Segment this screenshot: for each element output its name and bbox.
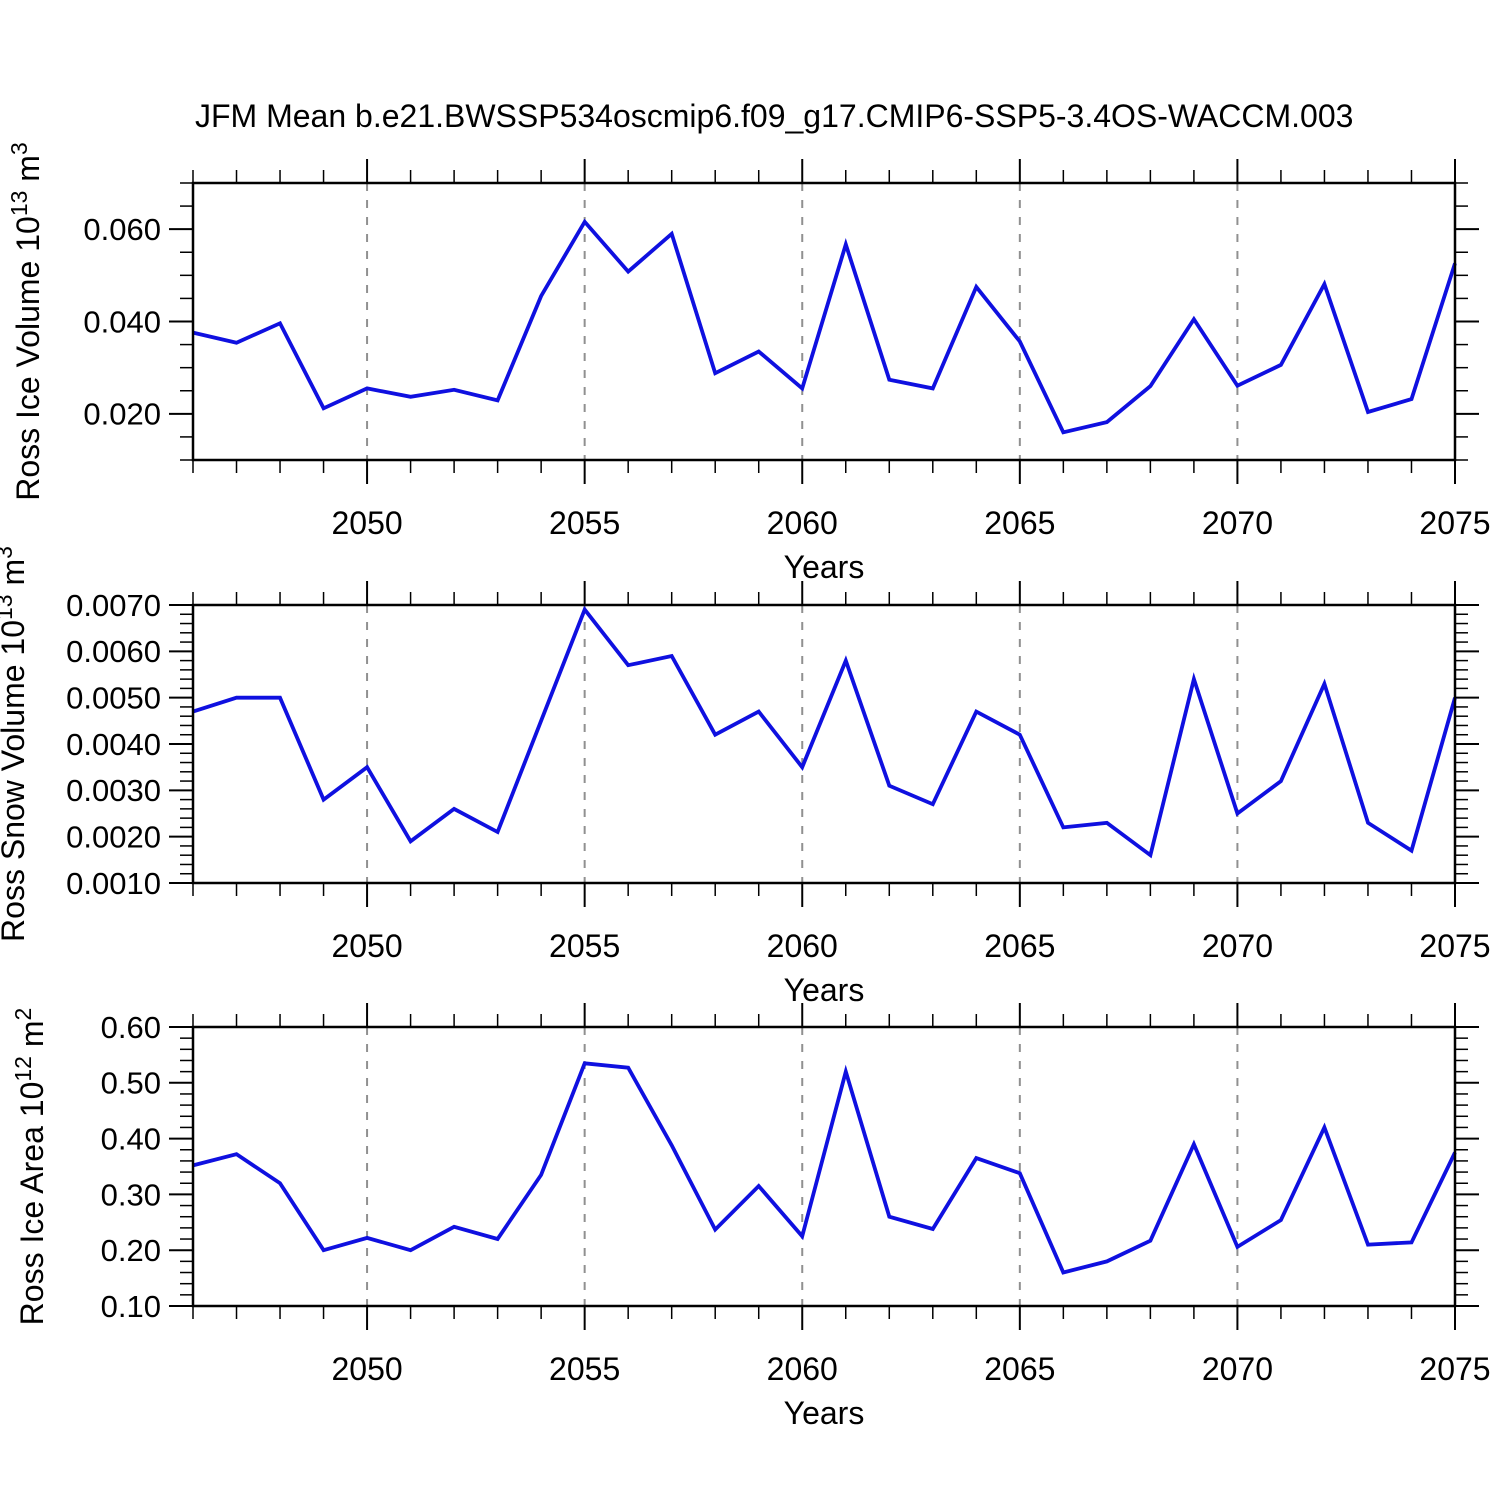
x-tick-label: 2070 bbox=[1202, 928, 1273, 964]
data-line-series bbox=[192, 605, 1457, 859]
x-tick-label: 2065 bbox=[984, 1351, 1055, 1387]
x-tick-label: 2055 bbox=[549, 928, 620, 964]
data-line-series bbox=[192, 1061, 1457, 1275]
y-axis-title: Ross Ice Area 1012 m2 bbox=[10, 1008, 50, 1326]
x-axis-title: Years bbox=[784, 1395, 865, 1431]
x-axis-title: Years bbox=[784, 972, 865, 1008]
x-tick-label: 2055 bbox=[549, 1351, 620, 1387]
x-tick-label: 2050 bbox=[331, 928, 402, 964]
x-axis-title: Years bbox=[784, 549, 865, 585]
x-tick-label: 2065 bbox=[984, 505, 1055, 541]
y-tick-label: 0.10 bbox=[101, 1289, 161, 1324]
data-line-series bbox=[192, 218, 1457, 435]
x-tick-label: 2070 bbox=[1202, 1351, 1273, 1387]
plot-box bbox=[191, 603, 1457, 885]
x-tick-label: 2060 bbox=[767, 928, 838, 964]
x-tick-label: 2060 bbox=[767, 1351, 838, 1387]
x-tick-label: 2065 bbox=[984, 928, 1055, 964]
panel-3: 0.10 0.20 0.30 0.40 0.50 0.60 2050 2055 2060 2065… bbox=[10, 1003, 1491, 1431]
plot-box bbox=[191, 181, 1457, 462]
y-tick-label: 0.0040 bbox=[66, 727, 161, 762]
y-tick-label: 0.0030 bbox=[66, 773, 161, 808]
x-tick-label: 2070 bbox=[1202, 505, 1273, 541]
y-tick-label: 0.0010 bbox=[66, 866, 161, 901]
y-tick-label: 0.50 bbox=[101, 1066, 161, 1101]
y-tick-label: 0.30 bbox=[101, 1177, 161, 1212]
x-tick-label: 2050 bbox=[331, 1351, 402, 1387]
y-tick-label: 0.60 bbox=[101, 1010, 161, 1045]
x-tick-label: 2060 bbox=[767, 505, 838, 541]
y-axis-title: Ross Snow Volume 1013 m3 bbox=[0, 546, 31, 942]
x-tick-label: 2075 bbox=[1419, 1351, 1490, 1387]
y-tick-label: 0.0070 bbox=[66, 588, 161, 623]
y-tick-label: 0.060 bbox=[83, 212, 161, 247]
y-tick-label: 0.020 bbox=[83, 397, 161, 432]
x-tick-label: 2055 bbox=[549, 505, 620, 541]
y-tick-label: 0.0050 bbox=[66, 681, 161, 716]
panel-1: 0.020 0.040 0.060 2050 2055 2060 2065 2070 2075 Y… bbox=[6, 142, 1491, 585]
y-axis-title: Ross Ice Volume 1013 m3 bbox=[6, 142, 46, 501]
y-tick-label: 0.0060 bbox=[66, 634, 161, 669]
x-tick-label: 2075 bbox=[1419, 505, 1490, 541]
x-tick-label: 2050 bbox=[331, 505, 402, 541]
panel-2: 0.0010 0.0020 0.0030 0.0040 0.0050 0.0060 0.00… bbox=[0, 546, 1491, 1008]
chart-title: JFM Mean b.e21.BWSSP534oscmip6.f09_g17.C… bbox=[195, 98, 1354, 134]
y-tick-label: 0.040 bbox=[83, 304, 161, 339]
y-tick-label: 0.40 bbox=[101, 1121, 161, 1156]
y-tick-label: 0.0020 bbox=[66, 820, 161, 855]
plot-box bbox=[191, 1025, 1457, 1308]
x-tick-label: 2075 bbox=[1419, 928, 1490, 964]
y-tick-label: 0.20 bbox=[101, 1233, 161, 1268]
